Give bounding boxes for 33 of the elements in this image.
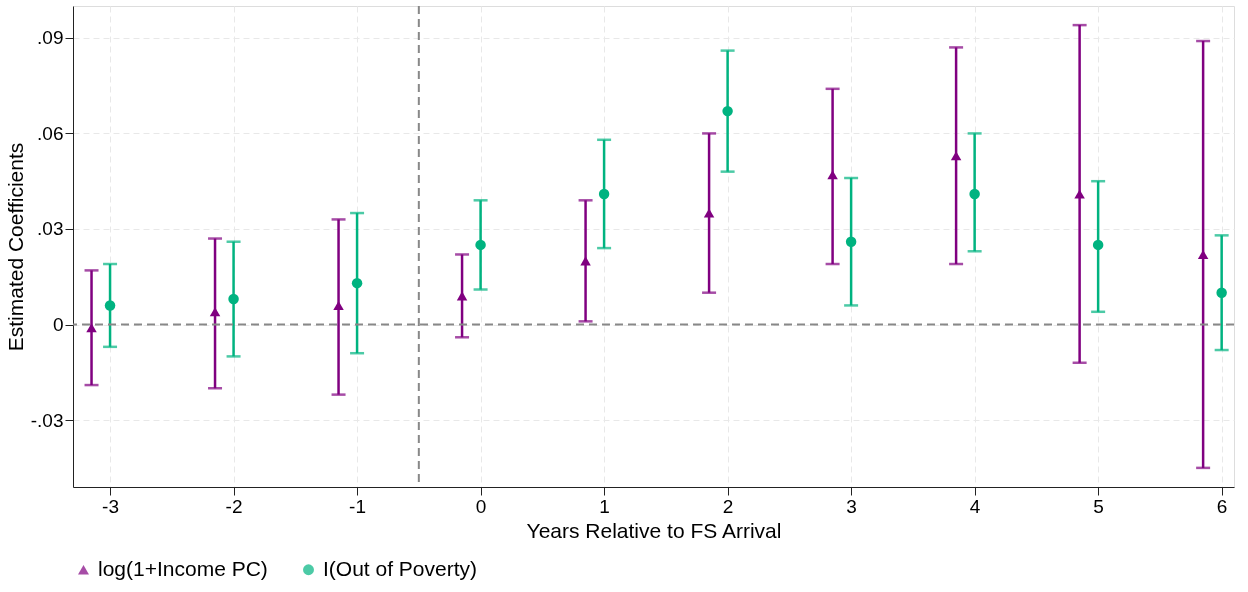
x-tick-label: 6 <box>1216 495 1228 517</box>
point <box>104 300 116 311</box>
point <box>1074 189 1085 199</box>
x-tick-label: 1 <box>599 495 610 517</box>
y-tick-label: 0 <box>52 314 64 336</box>
x-tick-label: -1 <box>349 495 367 517</box>
y-tick-label: .09 <box>37 27 64 49</box>
point <box>845 236 857 247</box>
point <box>86 323 97 333</box>
y-tick-label: .06 <box>37 122 64 144</box>
x-tick-label: 0 <box>475 495 487 517</box>
point <box>827 170 838 180</box>
x-tick-label: 3 <box>846 495 857 517</box>
x-tick-label: -3 <box>102 495 120 517</box>
point <box>475 239 486 251</box>
point <box>228 293 239 305</box>
legend-label: I(Out of Poverty) <box>323 556 478 580</box>
point <box>598 188 610 200</box>
x-axis-title: Years Relative to FS Arrival <box>526 518 782 542</box>
y-tick-label: -.03 <box>30 409 64 431</box>
x-tick-label: 4 <box>969 495 981 517</box>
y-tick-label: .03 <box>37 218 64 240</box>
point <box>351 277 363 289</box>
point <box>969 188 980 200</box>
y-axis-title: Estimated Coefficients <box>3 142 27 352</box>
point <box>580 256 591 266</box>
x-tick-label: 2 <box>722 495 734 517</box>
x-tick-label: -2 <box>225 495 243 517</box>
point <box>1216 287 1227 298</box>
legend-label: log(1+Income PC) <box>98 556 268 580</box>
point <box>722 105 733 117</box>
point <box>1092 239 1104 251</box>
x-tick-label: 5 <box>1093 495 1104 517</box>
